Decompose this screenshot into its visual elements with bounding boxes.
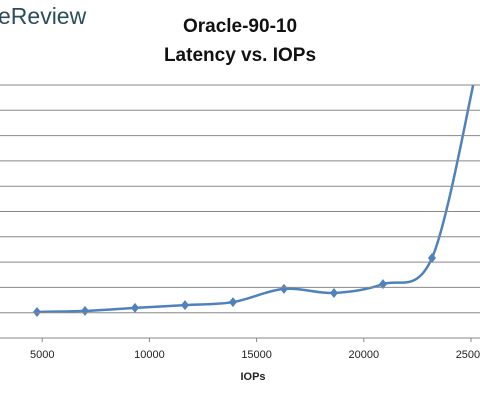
brand-logo: eReview — [0, 3, 87, 29]
data-line — [36, 85, 475, 314]
data-point — [33, 306, 42, 317]
x-tick-label: 5000 — [30, 349, 54, 361]
chart-subtitle: Latency vs. IOPs — [164, 45, 316, 66]
data-point — [378, 279, 387, 290]
x-axis-label: IOPs — [240, 371, 265, 383]
data-point — [180, 300, 189, 311]
data-point — [427, 253, 436, 264]
data-point — [329, 287, 338, 298]
data-point — [228, 297, 237, 308]
data-point — [472, 67, 480, 77]
chart-title: Oracle-90-10 — [183, 16, 297, 37]
x-tick-label: 25000 — [456, 349, 480, 361]
data-point — [279, 283, 288, 294]
data-point — [130, 302, 139, 313]
x-tick-label: 15000 — [241, 349, 272, 361]
x-tick-label: 10000 — [134, 349, 165, 361]
plot-area — [33, 67, 480, 317]
x-tick-label: 20000 — [349, 349, 380, 361]
data-point — [81, 305, 90, 316]
